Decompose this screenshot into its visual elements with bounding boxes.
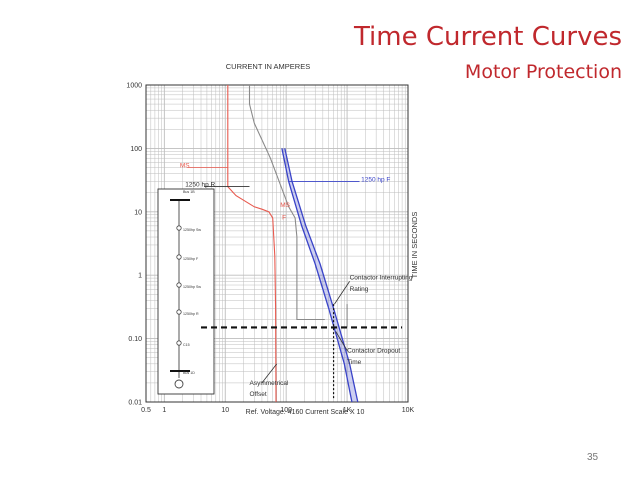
one-line-diagram: Bus 1B 1250hp Sw 1250hp F 1250hp Sw 1250hp R… <box>157 188 215 395</box>
motor-symbol <box>174 379 184 389</box>
cable-symbol <box>176 340 182 346</box>
one-line-label: 1250hp Sw <box>183 285 201 289</box>
annotation: MS <box>180 162 190 169</box>
annotation: 1250 hp F <box>361 177 390 184</box>
one-line-label: 1250hp F <box>183 257 199 261</box>
one-line-label: C15 <box>183 343 190 347</box>
x-tick-label: 100 <box>280 407 292 414</box>
offset-leader <box>261 363 278 384</box>
dropout-leader <box>335 331 348 351</box>
switch-symbol <box>176 282 182 288</box>
annotation-layer: MS 1250 hp R 1250 hp F MS F Contactor Interru… <box>180 162 413 397</box>
one-line-label: Bus 1D <box>183 371 195 375</box>
x-tick-label: 0.5 <box>141 407 151 414</box>
y-tick-label: 100 <box>130 146 142 153</box>
relay-symbol <box>176 309 182 315</box>
chart-title: CURRENT IN AMPERES <box>226 62 310 71</box>
x-tick-label: 10 <box>221 407 229 414</box>
x-axis-label: Ref. Voltage: 4160 Current Scale X 10 <box>246 409 365 416</box>
curve-1250-hp-r <box>248 85 325 321</box>
y-axis-label: TIME IN SECONDS <box>410 212 419 279</box>
interrupt-leader <box>334 281 350 305</box>
switch-symbol <box>176 225 182 231</box>
y-tick-label: 1 <box>138 273 142 280</box>
annotation: Offset <box>249 391 266 398</box>
one-line-label: 1250hp R <box>183 312 199 316</box>
x-tick-label: 1 <box>162 407 166 414</box>
one-line-label: 1250hp Sw <box>183 228 201 232</box>
annotation: Asymmetrical <box>249 380 289 387</box>
page-number: 35 <box>587 452 599 463</box>
curve-ms <box>227 85 277 403</box>
slide-subtitle: Motor Protection <box>464 61 622 83</box>
one-line-box <box>157 188 215 395</box>
fuse-symbol <box>176 254 182 260</box>
annotation: Contactor Interrupting <box>350 275 413 282</box>
one-line-label: Bus 1B <box>183 190 195 194</box>
y-tick-label: 0.10 <box>128 336 142 343</box>
y-tick-label: 0.01 <box>128 400 142 407</box>
annotation: MS <box>280 202 290 209</box>
plot-frame <box>145 84 409 403</box>
fuse-band <box>281 148 358 402</box>
x-tick-label: 10K <box>402 407 415 414</box>
y-tick-label: 1000 <box>126 83 142 90</box>
tick-labels: 0.5 1 10 100 1K 10K 1000 100 10 1 0.10 0.01 <box>126 83 414 415</box>
annotation: Contactor Dropout <box>347 348 400 355</box>
annotation: Time <box>347 359 362 366</box>
slide-title: Time Current Curves <box>353 22 622 52</box>
annotation: F <box>282 215 286 222</box>
y-tick-label: 10 <box>134 209 142 216</box>
annotation: 1250 hp R <box>185 182 215 189</box>
annotation: Rating <box>350 286 369 293</box>
x-tick-label: 1K <box>343 407 352 414</box>
